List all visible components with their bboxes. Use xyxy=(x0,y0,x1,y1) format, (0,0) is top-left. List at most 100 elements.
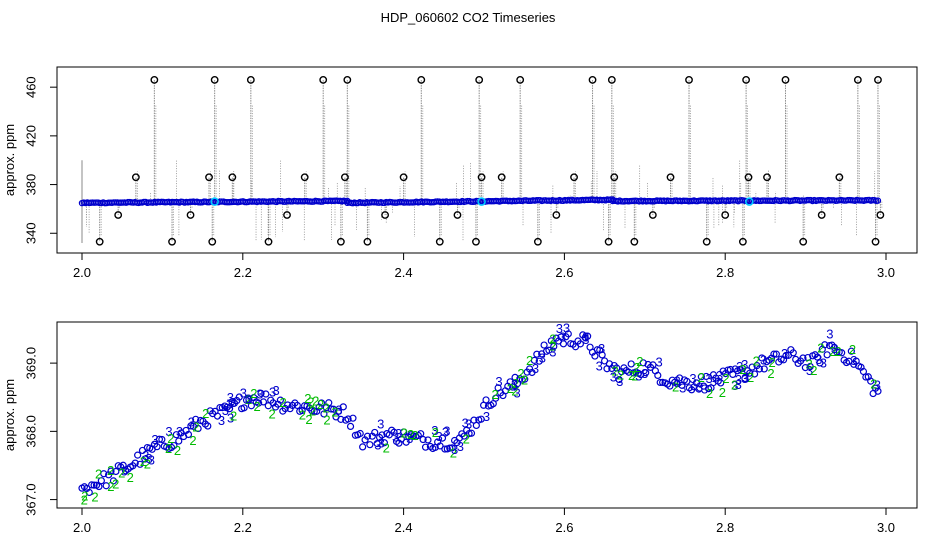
bottom-plot-frame xyxy=(56,321,918,509)
outlier-point xyxy=(666,173,675,182)
series-point xyxy=(170,441,178,450)
series-point xyxy=(823,351,831,359)
y-tick-label: 460 xyxy=(23,76,38,98)
series-2-marker: 2 xyxy=(304,391,311,406)
outlier-point xyxy=(208,237,217,246)
series-2-marker: 2 xyxy=(810,363,817,378)
highlight-point xyxy=(477,197,486,206)
series-point xyxy=(366,441,374,449)
series-3-marker: 3 xyxy=(142,448,149,463)
series-3-marker: 3 xyxy=(256,386,263,401)
series-point xyxy=(373,439,381,448)
series-point xyxy=(184,430,193,439)
series-2-marker: 2 xyxy=(731,377,738,392)
series-3-marker: 3 xyxy=(696,379,703,394)
outlier-point xyxy=(570,173,578,182)
series-point xyxy=(334,407,343,415)
series-3-marker: 3 xyxy=(539,350,546,365)
series-point xyxy=(748,363,756,371)
series-3-marker: 3 xyxy=(735,377,742,392)
series-3-marker: 3 xyxy=(806,363,813,378)
outlier-point xyxy=(648,211,657,219)
series-3-marker: 3 xyxy=(483,409,490,424)
series-2-marker: 2 xyxy=(107,463,114,478)
series-point xyxy=(862,373,870,381)
outlier-point xyxy=(738,237,747,246)
series-point xyxy=(477,415,485,423)
x-tick-label: 2.8 xyxy=(716,265,734,280)
series-2-marker: 2 xyxy=(189,433,196,448)
series-point xyxy=(639,359,647,367)
series-point xyxy=(838,349,846,357)
series-point xyxy=(247,402,255,410)
x-tick-label: 2.2 xyxy=(234,265,252,280)
series-point xyxy=(799,354,807,362)
series-2-marker: 2 xyxy=(870,377,877,392)
series-3-marker: 3 xyxy=(146,451,153,466)
series-3-marker: 3 xyxy=(227,390,234,405)
series-3-marker: 3 xyxy=(731,378,738,393)
series-2-marker: 2 xyxy=(768,355,775,370)
outlier-point xyxy=(114,211,123,219)
series-point xyxy=(216,403,224,412)
series-point xyxy=(833,348,841,356)
series-point xyxy=(363,432,372,440)
series-point xyxy=(378,431,386,439)
series-point xyxy=(697,373,705,381)
series-point xyxy=(772,350,780,358)
series-point xyxy=(134,451,142,459)
outlier-point xyxy=(168,237,176,246)
series-2-marker: 2 xyxy=(512,376,519,391)
series-2-marker: 2 xyxy=(549,332,556,347)
series-point xyxy=(339,403,347,411)
series-point xyxy=(509,383,517,391)
baseline-point xyxy=(874,197,882,204)
series-point xyxy=(492,394,500,402)
series-point xyxy=(535,357,543,365)
series-point xyxy=(109,477,118,485)
series-3-marker: 3 xyxy=(272,383,279,398)
outlier-point xyxy=(399,173,408,182)
series-2-marker: 2 xyxy=(312,393,319,408)
series-point xyxy=(349,414,357,422)
series-2-marker: 2 xyxy=(628,368,635,383)
series-2-marker: 2 xyxy=(817,340,824,355)
series-3-marker: 3 xyxy=(230,395,237,410)
x-tick-label: 2.6 xyxy=(555,520,573,535)
outlier-point xyxy=(781,75,790,84)
outlier-point xyxy=(95,237,104,246)
series-2-marker: 2 xyxy=(698,370,705,385)
series-point xyxy=(533,350,541,358)
series-3-marker: 3 xyxy=(374,438,381,453)
series-2-marker: 2 xyxy=(323,401,330,416)
series-point xyxy=(417,430,425,438)
series-2-marker: 2 xyxy=(617,368,624,383)
series-point xyxy=(545,346,553,354)
series-2-marker: 2 xyxy=(118,466,125,481)
series-2-marker: 2 xyxy=(174,443,181,458)
series-3-marker: 3 xyxy=(826,327,833,342)
series-point xyxy=(755,365,764,373)
outlier-point xyxy=(477,173,486,182)
series-point xyxy=(438,434,447,442)
series-point xyxy=(821,341,829,349)
series-3-marker: 3 xyxy=(462,415,469,430)
series-2-marker: 2 xyxy=(767,366,774,381)
series-point xyxy=(813,353,822,361)
series-2-marker: 2 xyxy=(400,425,407,440)
highlight-point xyxy=(745,197,754,206)
series-3-marker: 3 xyxy=(781,346,788,361)
series-point xyxy=(511,373,519,382)
outlier-point xyxy=(435,237,444,246)
series-point xyxy=(482,396,490,404)
series-point xyxy=(576,340,584,348)
series-point xyxy=(95,482,103,491)
x-tick-label: 2.2 xyxy=(234,520,252,535)
series-point xyxy=(419,435,427,444)
outlier-point xyxy=(210,75,219,84)
series-2-marker: 2 xyxy=(144,456,151,471)
series-point xyxy=(666,382,674,390)
